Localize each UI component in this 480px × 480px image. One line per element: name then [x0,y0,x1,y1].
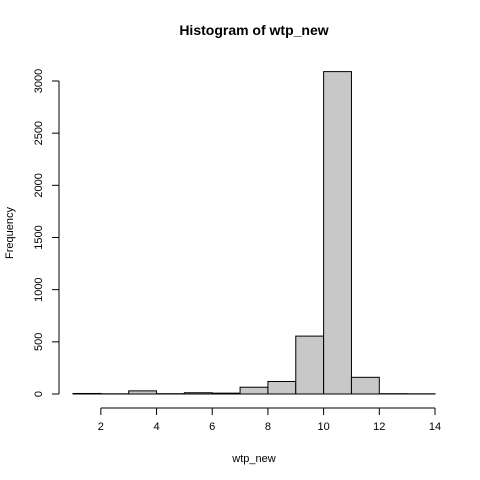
histogram-bar [350,376,380,395]
histogram-bar [128,390,158,395]
y-tick-label: 500 [33,333,45,351]
y-tick-label: 2000 [33,173,45,197]
histogram-bar [183,392,213,395]
histogram-bar [295,335,325,395]
y-tick-label: 0 [33,391,45,397]
x-tick-label: 10 [317,421,329,433]
bars-group [72,71,436,395]
y-axis: 0 500 1000 1500 2000 2500 3000 [33,69,60,397]
x-tick-label: 12 [373,421,385,433]
histogram-bar [239,386,269,395]
x-axis-label: wtp_new [231,453,275,465]
histogram-bar [211,392,241,395]
x-tick-label: 4 [153,421,159,433]
histogram-bar [267,380,297,395]
histogram-bar [323,71,352,395]
histogram-bar [72,392,102,395]
chart-title: Histogram of wtp_new [179,22,328,38]
x-tick-label: 14 [429,421,441,433]
y-tick-label: 2500 [33,121,45,145]
x-tick-label: 2 [98,421,104,433]
y-tick-label: 1000 [33,277,45,301]
x-axis: 2 4 6 8 10 12 14 [98,407,441,433]
y-axis-label: Frequency [4,207,16,259]
x-tick-label: 6 [209,421,215,433]
y-tick-label: 1500 [33,225,45,249]
x-tick-label: 8 [265,421,271,433]
y-tick-label: 3000 [33,69,45,93]
